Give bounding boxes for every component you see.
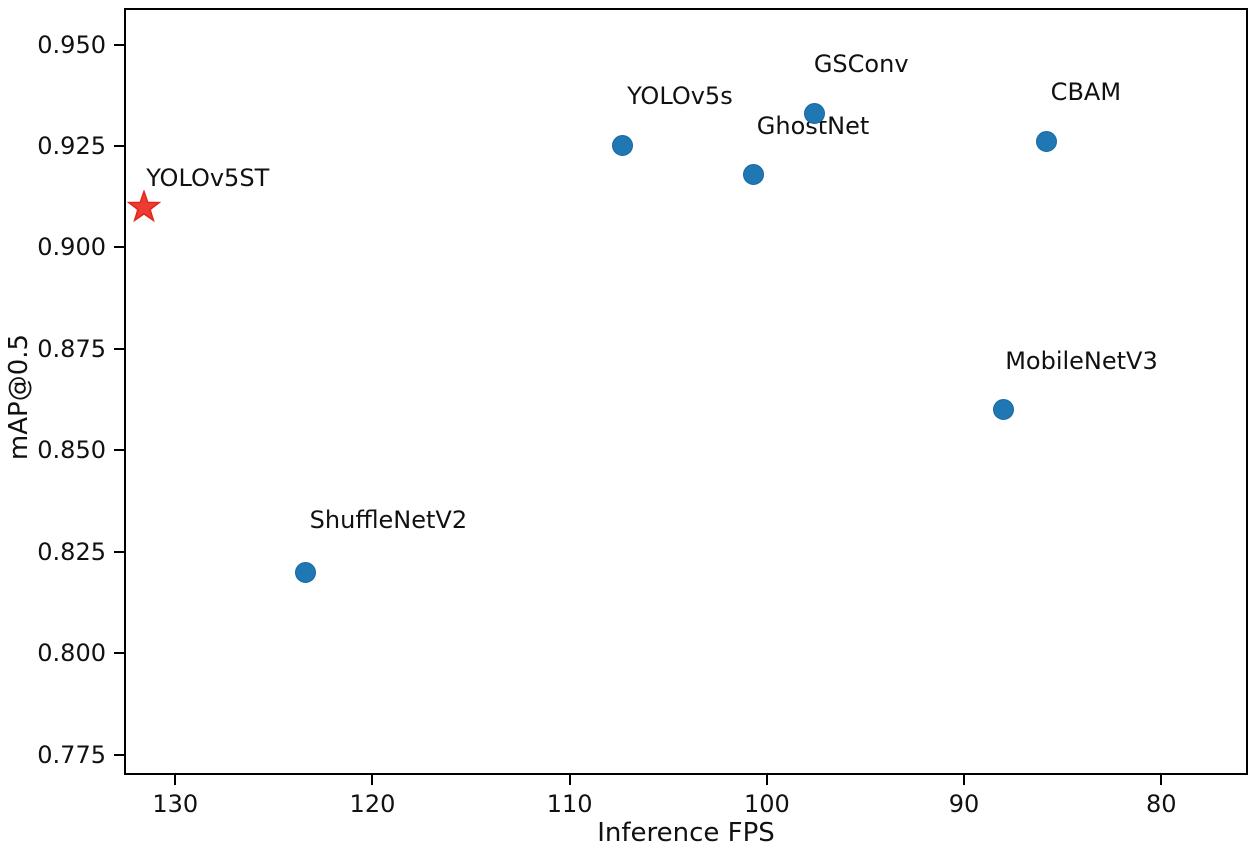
x-tick-mark-90 [963,775,966,785]
point-label-yolov5s: YOLOv5s [627,81,733,110]
x-tick-mark-130 [174,775,177,785]
point-label-gsconv: GSConv [813,49,909,78]
y-tick-mark-0.900 [114,246,124,249]
y-tick-label-0.825: 0.825 [37,537,106,566]
y-tick-label-0.950: 0.950 [37,30,106,59]
data-point-cbam [1036,131,1058,153]
data-point-yolov5s [612,135,634,157]
x-tick-label-100: 100 [743,790,790,818]
y-tick-label-0.800: 0.800 [37,639,106,668]
x-tick-label-80: 80 [1145,790,1177,818]
star-icon [126,189,162,223]
y-tick-label-0.775: 0.775 [37,740,106,769]
y-tick-mark-0.950 [114,43,124,46]
x-axis-title: Inference FPS [597,818,775,848]
y-tick-mark-0.875 [114,347,124,350]
x-tick-mark-110 [568,775,571,785]
x-tick-label-90: 90 [948,790,980,818]
y-tick-label-0.850: 0.850 [37,436,106,465]
y-tick-label-0.925: 0.925 [37,131,106,160]
data-point-gsconv [803,103,825,124]
x-tick-label-130: 130 [152,790,199,818]
y-axis-title: mAP@0.5 [4,333,34,461]
point-label-yolov5st: YOLOv5ST [146,163,270,192]
x-tick-mark-120 [371,775,374,785]
y-tick-mark-0.825 [114,550,124,553]
x-tick-mark-80 [1160,775,1163,785]
x-tick-label-110: 110 [546,790,593,818]
data-point-ghostnet [742,163,764,185]
y-tick-label-0.875: 0.875 [37,334,106,363]
data-point-shufflenetv2 [294,561,316,583]
y-tick-mark-0.850 [114,449,124,452]
point-label-shufflenetv2: ShuffleNetV2 [309,506,468,535]
y-tick-label-0.900: 0.900 [37,233,106,262]
y-tick-mark-0.800 [114,652,124,655]
y-tick-mark-0.775 [114,753,124,756]
x-tick-label-120: 120 [349,790,396,818]
point-label-mobilenetv3: MobileNetV3 [1005,346,1158,375]
data-point-yolov5st [126,189,162,224]
y-tick-mark-0.925 [114,144,124,147]
point-label-cbam: CBAM [1050,77,1122,106]
x-tick-mark-100 [765,775,768,785]
data-point-mobilenetv3 [992,399,1014,421]
plot-area [124,8,1248,775]
